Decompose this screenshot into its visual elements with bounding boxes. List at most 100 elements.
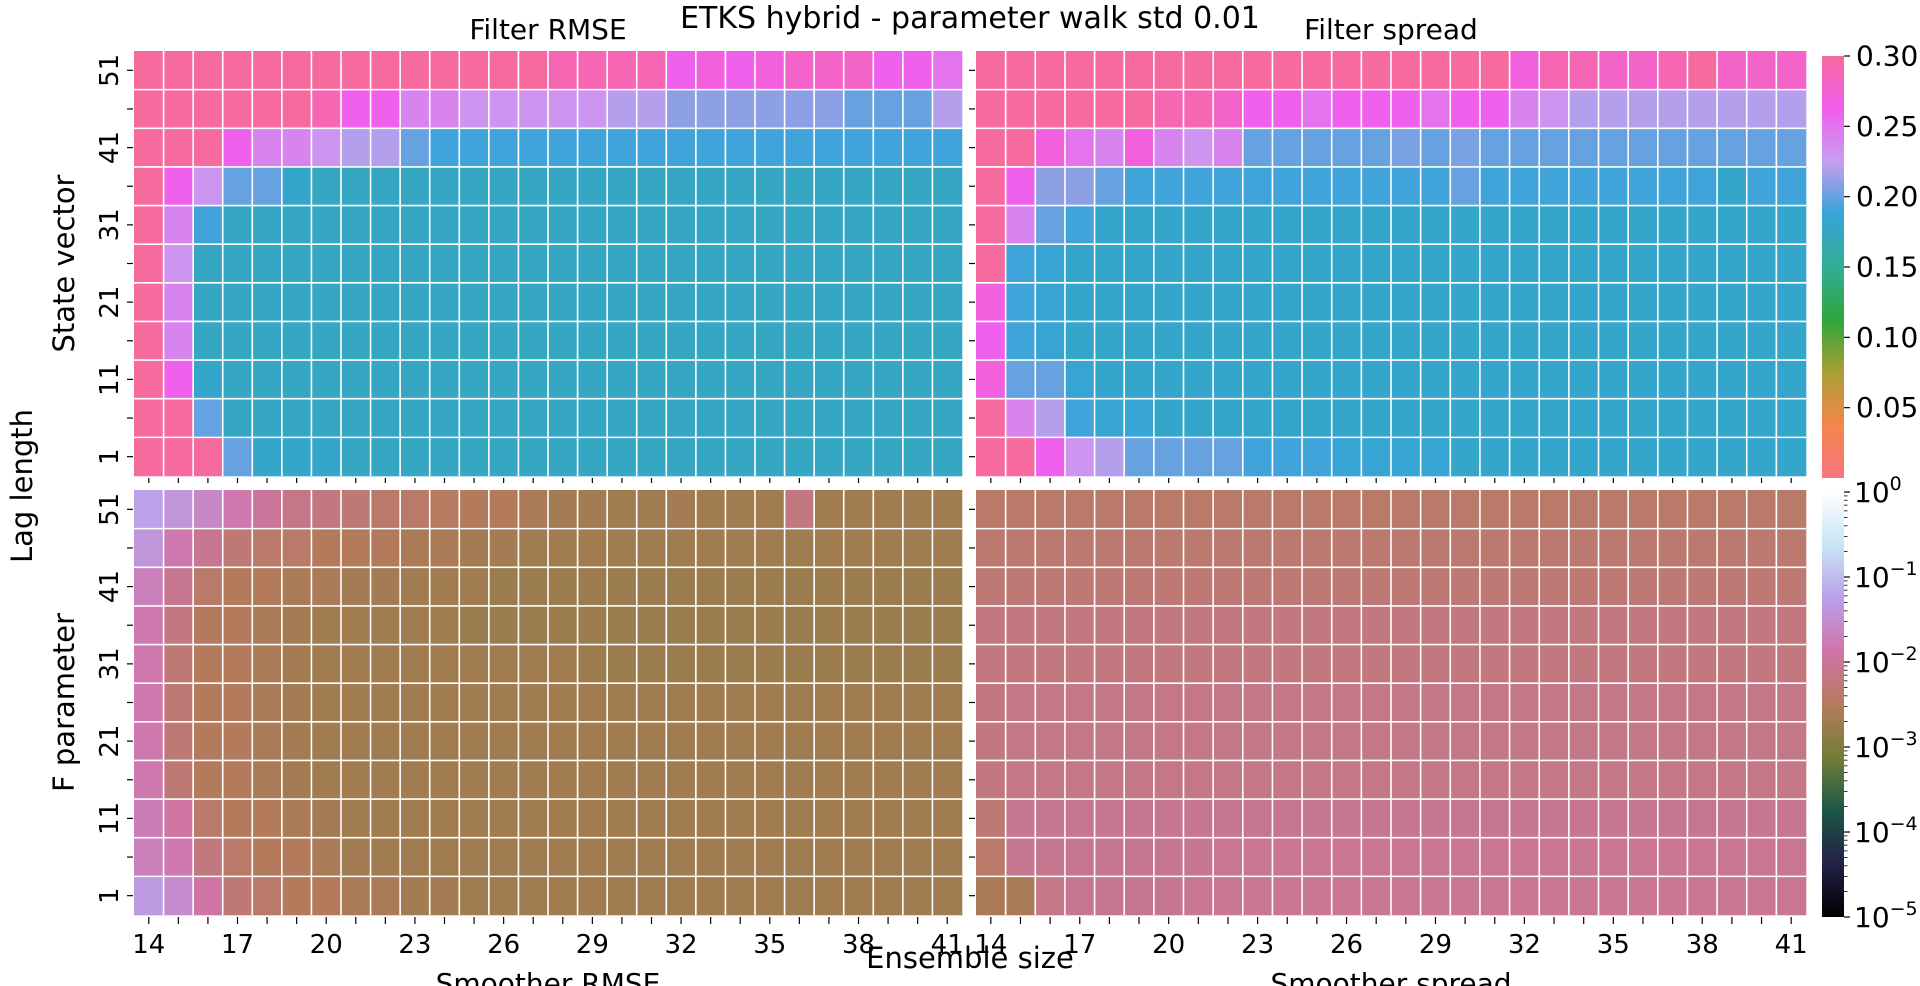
heatmap-cell	[1094, 721, 1125, 761]
heatmap-cell	[1213, 490, 1244, 529]
heatmap-cell	[1331, 205, 1362, 245]
heatmap-cell	[193, 437, 224, 477]
heatmap-cell	[370, 205, 401, 245]
heatmap-cell	[843, 876, 874, 916]
heatmap-cell	[1539, 51, 1570, 90]
heatmap-cell	[932, 799, 963, 839]
heatmap-cell	[1391, 760, 1421, 800]
heatmap-cell	[1628, 89, 1659, 129]
heatmap-cell	[1183, 876, 1214, 916]
heatmap-cell	[1746, 490, 1777, 529]
heatmap-cell	[1005, 567, 1036, 607]
heatmap-cell	[1331, 876, 1362, 916]
heatmap-cell	[488, 398, 519, 438]
heatmap-cell	[459, 51, 490, 90]
heatmap-cell	[932, 490, 963, 529]
heatmap-cell	[1331, 360, 1362, 400]
heatmap-cell	[400, 166, 431, 206]
heatmap-cell	[784, 876, 815, 916]
heatmap-cell	[400, 644, 431, 684]
colorbar-tick-label: 0.20	[1856, 180, 1918, 213]
heatmap-cell	[976, 166, 1006, 206]
heatmap-cell	[281, 528, 312, 568]
heatmap-cell	[400, 876, 431, 916]
heatmap-cell	[1331, 244, 1362, 284]
heatmap-cell	[1657, 437, 1688, 477]
heatmap-cell	[1005, 51, 1036, 90]
heatmap-cell	[607, 567, 638, 607]
heatmap-cell	[1657, 321, 1688, 361]
heatmap-cell	[976, 721, 1006, 761]
heatmap-cell	[134, 760, 164, 800]
heatmap-cell	[1598, 837, 1629, 877]
heatmap-cell	[459, 876, 490, 916]
heatmap-cell	[1568, 128, 1599, 168]
heatmap-cell	[281, 321, 312, 361]
heatmap-cell	[1420, 51, 1451, 90]
heatmap-cell	[873, 528, 904, 568]
heatmap-cell	[1657, 837, 1688, 877]
heatmap-cell	[1361, 321, 1392, 361]
heatmap-cell	[1361, 799, 1392, 839]
heatmap-cell	[1213, 437, 1244, 477]
heatmap-cell	[1124, 760, 1155, 800]
heatmap-cell	[1064, 282, 1095, 322]
heatmap-cell	[1035, 760, 1066, 800]
heatmap-cell	[577, 51, 608, 90]
heatmap-cell	[1272, 683, 1303, 723]
heatmap-cell	[400, 721, 431, 761]
heatmap-cell	[1242, 644, 1273, 684]
heatmap-cell	[400, 760, 431, 800]
heatmap-cell	[222, 398, 253, 438]
heatmap-cell	[1005, 760, 1036, 800]
heatmap-cell	[1746, 760, 1777, 800]
heatmap-cell	[281, 244, 312, 284]
heatmap-cell	[370, 398, 401, 438]
heatmap-cell	[1064, 760, 1095, 800]
heatmap-cell	[134, 528, 164, 568]
heatmap-cell	[843, 721, 874, 761]
heatmap-cell	[1450, 721, 1481, 761]
heatmap-cell	[1361, 605, 1392, 645]
heatmap-cell	[1094, 490, 1125, 529]
heatmap-cell	[1598, 644, 1629, 684]
heatmap-cell	[1124, 128, 1155, 168]
heatmap-cell	[636, 321, 667, 361]
heatmap-cell	[400, 837, 431, 877]
heatmap-cell	[429, 360, 460, 400]
heatmap-cell	[1153, 799, 1184, 839]
heatmap-cell	[1539, 398, 1570, 438]
heatmap-cell	[1717, 644, 1748, 684]
heatmap-cell	[1124, 244, 1155, 284]
heatmap-cell	[1213, 683, 1244, 723]
heatmap-cell	[873, 490, 904, 529]
heatmap-cell	[843, 282, 874, 322]
y-tick-label: 31	[95, 647, 125, 680]
heatmap-cell	[636, 360, 667, 400]
heatmap-cell	[976, 360, 1006, 400]
heatmap-cell	[1213, 282, 1244, 322]
heatmap-cell	[1124, 398, 1155, 438]
heatmap-cell	[1568, 166, 1599, 206]
heatmap-cell	[1064, 205, 1095, 245]
y-tick-label: 1	[95, 887, 125, 904]
heatmap-cell	[666, 205, 697, 245]
heatmap-cell	[725, 567, 756, 607]
heatmap-cell	[814, 437, 845, 477]
heatmap-cell	[976, 837, 1006, 877]
heatmap-cell	[134, 398, 164, 438]
heatmap-cell	[902, 166, 933, 206]
heatmap-cell	[577, 321, 608, 361]
heatmap-cell	[1509, 760, 1540, 800]
heatmap-cell	[1153, 644, 1184, 684]
heatmap-cell	[1361, 128, 1392, 168]
heatmap-cell	[222, 760, 253, 800]
heatmap-cell	[932, 837, 963, 877]
heatmap-cell	[755, 683, 785, 723]
heatmap-cell	[695, 398, 726, 438]
heatmap-cell	[1331, 605, 1362, 645]
heatmap-cell	[1272, 398, 1303, 438]
heatmap-cell	[1005, 205, 1036, 245]
heatmap-cell	[341, 799, 371, 839]
heatmap-cell	[429, 398, 460, 438]
